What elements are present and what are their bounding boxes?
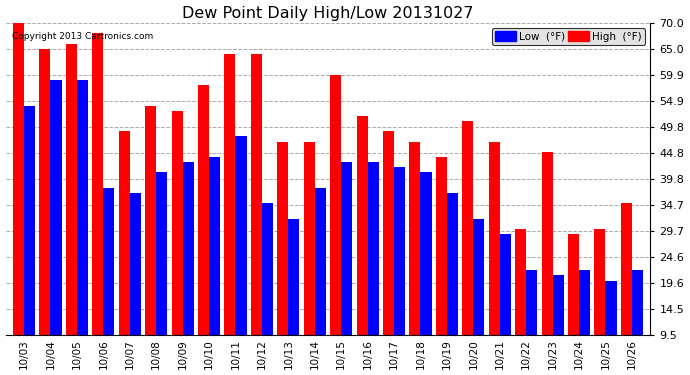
Bar bbox=[209, 157, 220, 335]
Bar bbox=[330, 75, 341, 335]
Bar bbox=[621, 203, 632, 335]
Bar bbox=[462, 121, 473, 335]
Bar bbox=[50, 80, 61, 335]
Bar bbox=[198, 85, 209, 335]
Bar bbox=[420, 172, 431, 335]
Bar bbox=[383, 131, 394, 335]
Bar bbox=[262, 203, 273, 335]
Bar bbox=[39, 49, 50, 335]
Bar bbox=[436, 157, 447, 335]
Title: Dew Point Daily High/Low 20131027: Dew Point Daily High/Low 20131027 bbox=[182, 6, 474, 21]
Bar bbox=[24, 105, 35, 335]
Bar bbox=[172, 111, 183, 335]
Bar bbox=[473, 219, 484, 335]
Bar bbox=[183, 162, 194, 335]
Bar bbox=[447, 193, 458, 335]
Bar bbox=[92, 33, 104, 335]
Bar bbox=[606, 280, 617, 335]
Bar bbox=[77, 80, 88, 335]
Bar bbox=[235, 136, 246, 335]
Bar bbox=[277, 142, 288, 335]
Bar bbox=[119, 131, 130, 335]
Bar bbox=[224, 54, 235, 335]
Bar bbox=[357, 116, 368, 335]
Bar bbox=[66, 44, 77, 335]
Bar bbox=[500, 234, 511, 335]
Bar bbox=[632, 270, 643, 335]
Bar bbox=[368, 162, 379, 335]
Bar bbox=[489, 142, 500, 335]
Bar bbox=[568, 234, 579, 335]
Bar bbox=[315, 188, 326, 335]
Bar bbox=[526, 270, 538, 335]
Bar bbox=[130, 193, 141, 335]
Bar bbox=[104, 188, 115, 335]
Bar bbox=[341, 162, 353, 335]
Bar bbox=[394, 167, 405, 335]
Bar bbox=[13, 23, 24, 335]
Bar bbox=[553, 276, 564, 335]
Bar bbox=[515, 229, 526, 335]
Legend: Low  (°F), High  (°F): Low (°F), High (°F) bbox=[492, 28, 645, 45]
Bar bbox=[250, 54, 262, 335]
Bar bbox=[304, 142, 315, 335]
Text: Copyright 2013 Cartronics.com: Copyright 2013 Cartronics.com bbox=[12, 33, 153, 42]
Bar bbox=[542, 152, 553, 335]
Bar bbox=[409, 142, 420, 335]
Bar bbox=[594, 229, 606, 335]
Bar bbox=[579, 270, 590, 335]
Bar bbox=[145, 105, 156, 335]
Bar bbox=[156, 172, 167, 335]
Bar bbox=[288, 219, 299, 335]
